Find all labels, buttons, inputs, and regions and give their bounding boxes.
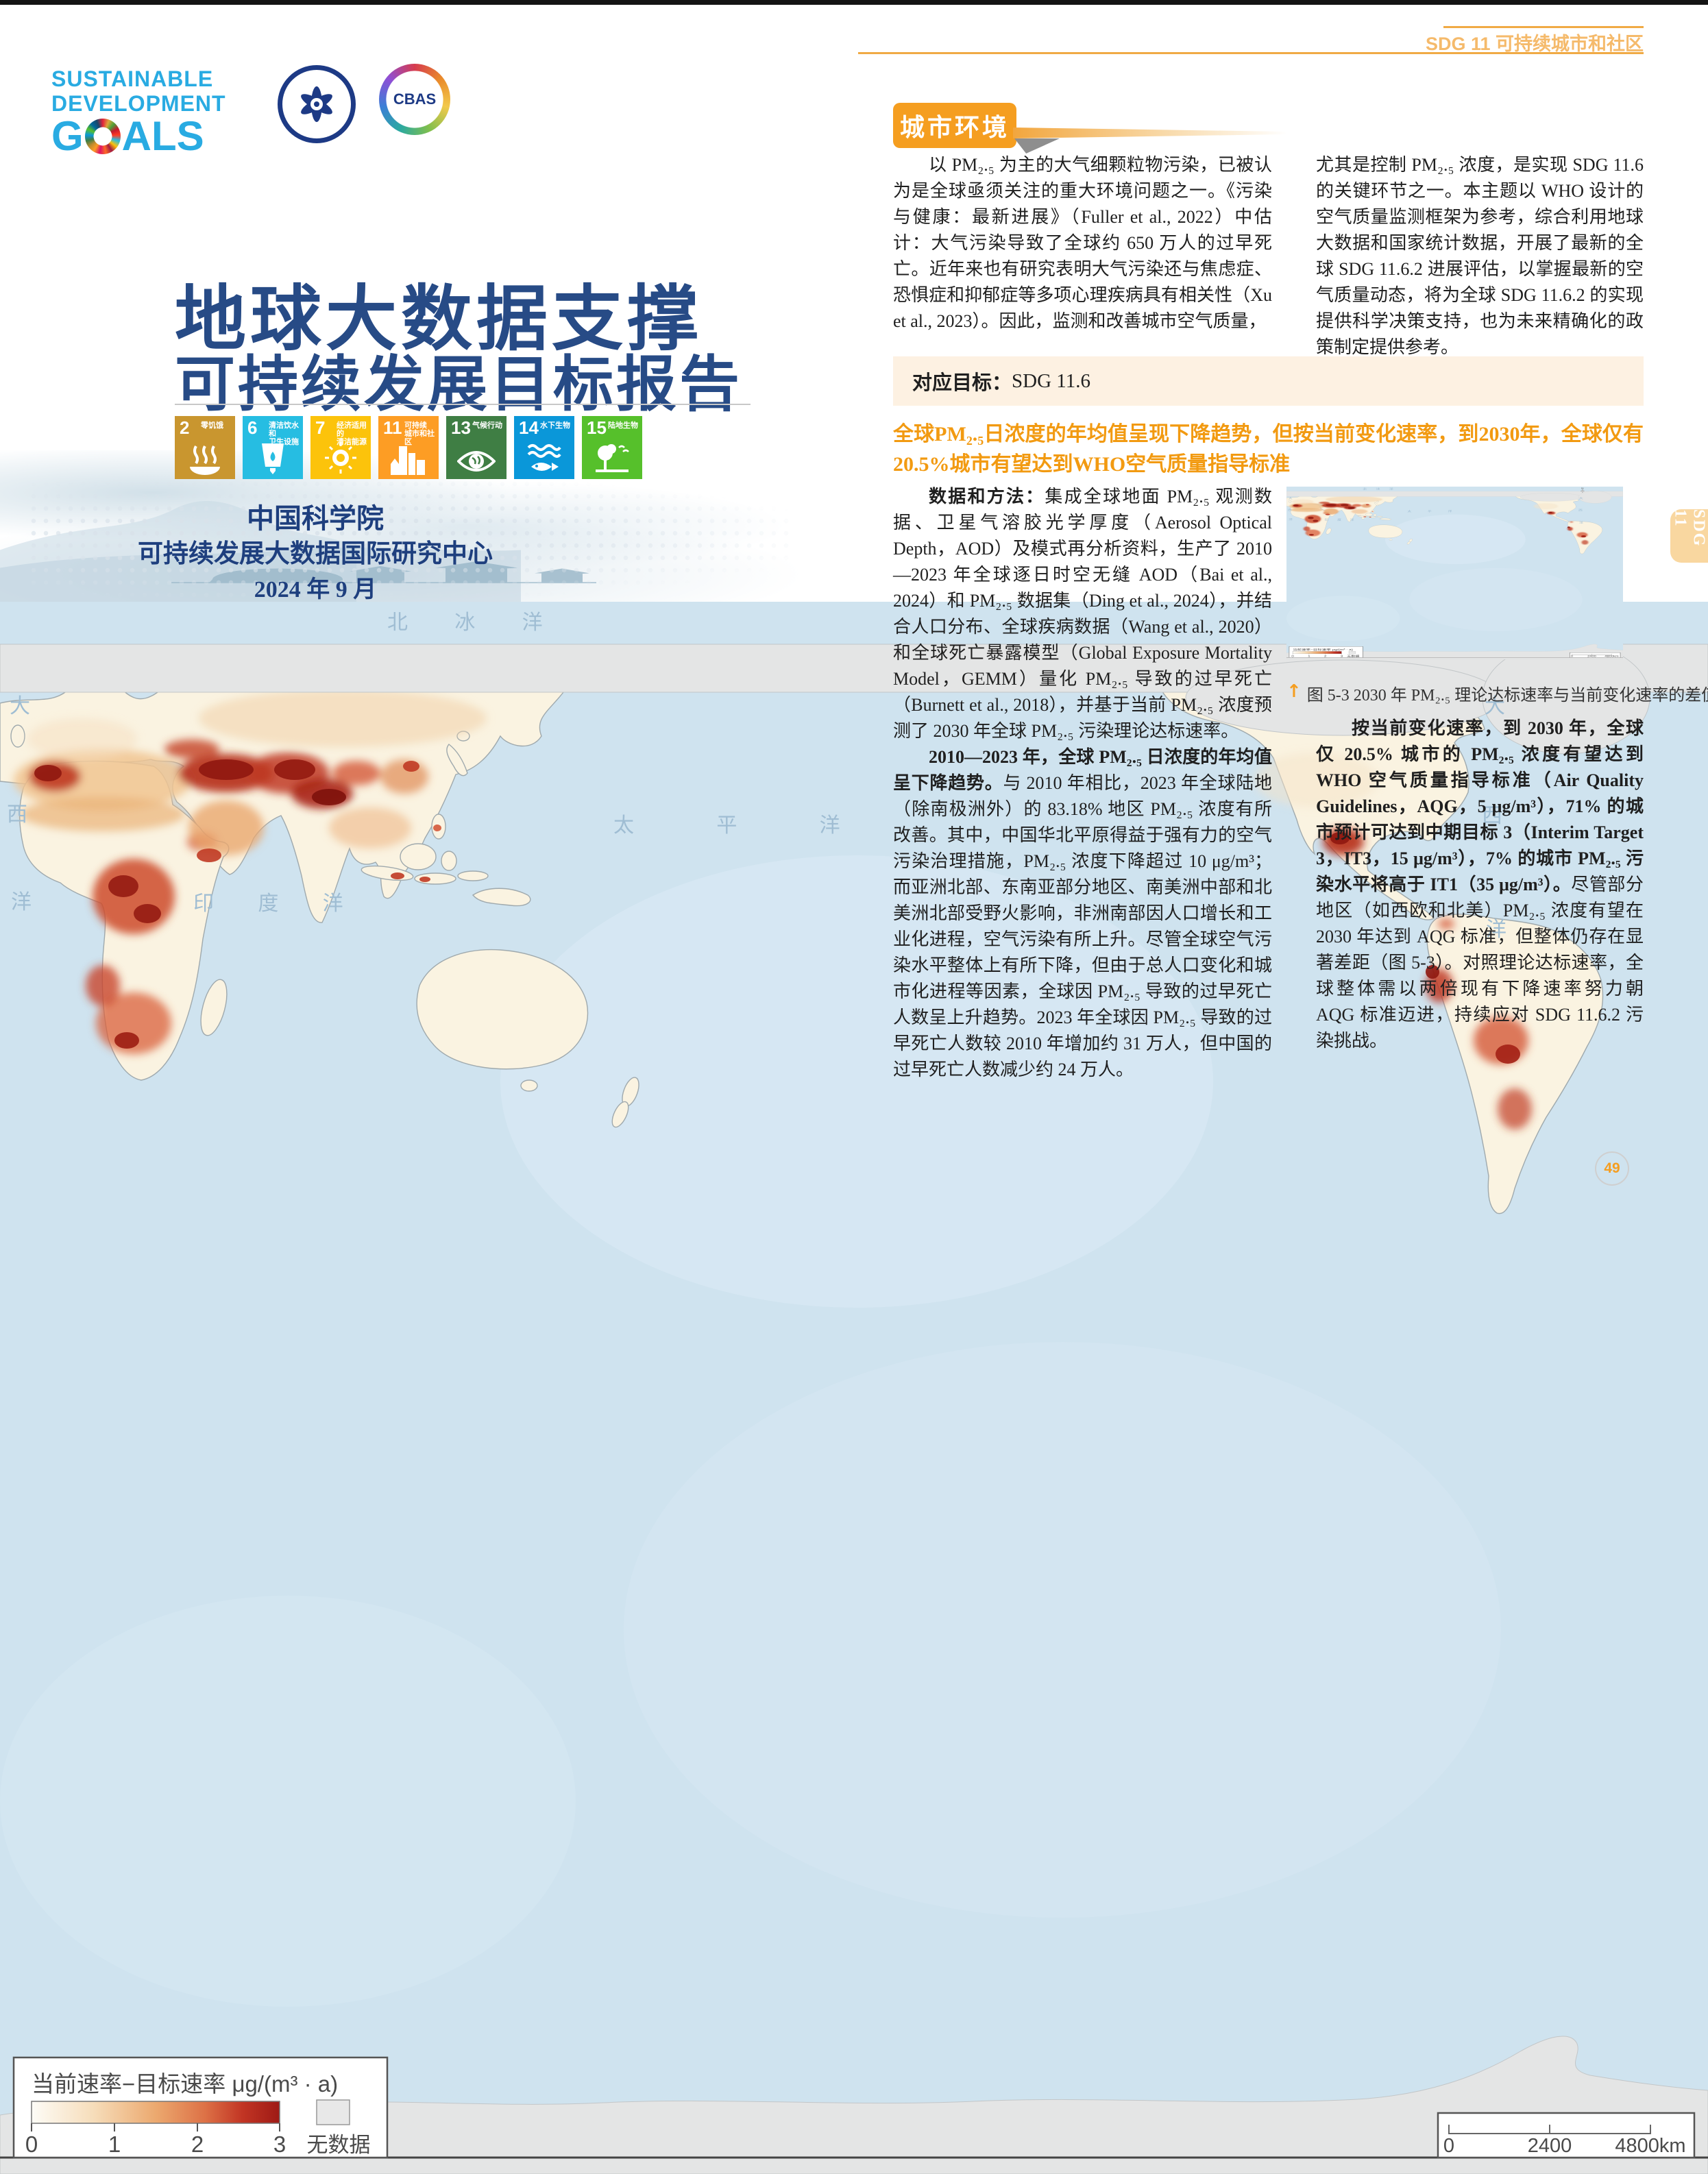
trend-lead: 2010—2023 年，全球 PM₂.₅ 日浓度的年均值呈下降趋势。 <box>893 747 1272 793</box>
figure-5-3-thumbnail-map <box>1286 487 1623 659</box>
figure-caption-arrow-icon: ↑ <box>1286 681 1302 702</box>
left-column: 数据和方法：集成全球地面 PM₂.₅ 观测数据、卫星气溶胶光学厚度（Aeroso… <box>893 484 1272 1083</box>
scale-label-0: 0 <box>1443 2135 1454 2157</box>
australia <box>416 949 589 1070</box>
goal-label: 对应目标： <box>912 372 1012 394</box>
sdg-tile-14: 14 水下生物 <box>514 416 574 479</box>
cover-title-line2: 可持续发展目标报告 <box>175 350 743 418</box>
key-finding-headline: 全球PM₂.₅日浓度的年均值呈现下降趋势，但按当前变化速率，到2030年，全球仅… <box>893 423 1644 476</box>
map-scale-bar: 0 2400 4800km <box>1437 2112 1696 2159</box>
madagascar <box>200 979 228 1036</box>
sdg-color-wheel-icon <box>84 119 121 154</box>
legend-no-data-label: 无数据 <box>307 2133 371 2157</box>
japan <box>446 744 468 777</box>
ocean-labels: 北 冰 洋 大 西 洋 大 西 洋 印 度 洋 太 平 洋 <box>7 611 1506 941</box>
water-glass-icon <box>262 443 284 474</box>
climate-eye-icon <box>457 451 496 472</box>
figure-5-3-large-map: 北 冰 洋 大 西 洋 大 西 洋 印 度 洋 太 平 洋 N <box>0 602 1708 2174</box>
legend-tick-1: 1 <box>108 2132 121 2157</box>
cover-title-line1: 地球大数据支撑 <box>175 280 703 359</box>
scale-label-mid: 2400 <box>1528 2135 1572 2157</box>
goal-value: SDG 11.6 <box>1012 369 1090 392</box>
map-legend: 当前速率−目标速率 μg/(m³ · a) 0 1 2 3 无数据 <box>12 2056 389 2159</box>
legend-tick-2: 2 <box>191 2132 204 2157</box>
cover-divider <box>175 404 751 405</box>
side-tab-sdg11: SDG 11 <box>1670 509 1708 563</box>
publisher-line3: 2024 年 9 月 <box>254 577 377 602</box>
sdg-tile-15: 15 陆地生物 <box>582 416 642 479</box>
sdg-wordmark: SUSTAINABLE DEVELOPMENT G ALS <box>51 66 226 157</box>
dot-map-pattern <box>27 478 795 598</box>
right-column: 按当前变化速率，到 2030 年，全球仅 20.5% 城市的 PM₂.₅ 浓度有… <box>1316 716 1644 1054</box>
section-badge: 城市环境 <box>893 103 1016 148</box>
new-guinea <box>472 888 531 907</box>
no-data-regions <box>0 641 1708 2174</box>
outlook-lead: 按当前变化速率，到 2030 年，全球仅 20.5% 城市的 PM₂.₅ 浓度有… <box>1316 718 1644 894</box>
cbas-logo-label: CBAS <box>393 90 437 108</box>
legend-title: 当前速率−目标速率 μg/(m³ · a) <box>32 2071 338 2097</box>
header-rule-bottom <box>858 52 1644 54</box>
methods-paragraph: 数据和方法：集成全球地面 PM₂.₅ 观测数据、卫星气溶胶光学厚度（Aeroso… <box>893 487 1272 741</box>
figure-caption: 图 5-3 2030 年 PM₂.₅ 理论达标速率与当前变化速率的差值 <box>1306 687 1708 705</box>
sdg-icon-row: 2 零饥饿 6 清洁饮水和 卫生设施 7 经济适用的 清洁能源 11 可持续 城… <box>175 416 642 479</box>
legend-tick-3: 3 <box>273 2132 286 2157</box>
header-rule-top <box>1443 26 1644 28</box>
sdg-wordmark-line2: DEVELOPMENT <box>51 91 226 116</box>
methods-lead: 数据和方法： <box>929 487 1045 506</box>
label-atlantic-left-3: 洋 <box>11 891 32 914</box>
outlook-paragraph: 按当前变化速率，到 2030 年，全球仅 20.5% 城市的 PM₂.₅ 浓度有… <box>1316 718 1644 1051</box>
world-map-pm25: 北 冰 洋 大 西 洋 大 西 洋 印 度 洋 太 平 洋 N <box>0 602 1708 2174</box>
goal-box: 对应目标： SDG 11.6 <box>893 356 1644 406</box>
label-pacific-ocean: 太 平 洋 <box>613 814 879 837</box>
cas-logo-icon <box>278 65 356 143</box>
figure-5-3-thumbnail <box>1286 487 1623 659</box>
running-header: SDG 11 可持续城市和社区 <box>1425 34 1644 54</box>
page-number: 49 <box>1595 1151 1629 1186</box>
trend-paragraph: 2010—2023 年，全球 PM₂.₅ 日浓度的年均值呈下降趋势。与 2010… <box>893 747 1272 1079</box>
borneo <box>400 843 437 870</box>
sdg-tile-13: 13 气候行动 <box>446 416 507 479</box>
legend-no-data-swatch <box>316 2099 350 2125</box>
south-america <box>1426 914 1604 1214</box>
sdg-wordmark-goals: G ALS <box>51 113 204 159</box>
new-zealand <box>611 1101 629 1128</box>
label-atlantic-right-1: 大 <box>1485 695 1505 718</box>
tree-land-icon <box>596 444 629 472</box>
pm25-hotspots-core <box>34 759 1520 1064</box>
publisher-line2: 可持续发展大数据国际研究中心 <box>138 540 493 568</box>
scale-label-max: 4800km <box>1615 2135 1685 2157</box>
figure-caption-row: ↑ 图 5-3 2030 年 PM₂.₅ 理论达标速率与当前变化速率的差值 <box>1286 681 1708 705</box>
cas-flower-icon <box>301 86 332 122</box>
cover-page: SUSTAINABLE DEVELOPMENT G ALS CBAS 地球大数据支… <box>0 5 850 602</box>
label-indian-ocean: 印 度 洋 <box>193 892 363 915</box>
sdg-wordmark-line1: SUSTAINABLE <box>51 66 214 91</box>
sun-energy-icon <box>325 442 356 474</box>
intro-paragraph-left: 以 PM₂.₅ 为主的大气细颗粒物污染，已被认为是全球亟须关注的重大环境问题之一… <box>893 155 1272 331</box>
city-buildings-icon <box>391 446 425 475</box>
cbas-logo-icon: CBAS <box>379 64 450 135</box>
fish-waves-icon <box>527 444 561 471</box>
intro-paragraph-right: 尤其是控制 PM₂.₅ 浓度，是实现 SDG 11.6 的关键环节之一。本主题以… <box>1316 155 1644 357</box>
publisher-line1: 中国科学院 <box>247 503 384 534</box>
uk <box>10 724 25 748</box>
label-arctic-ocean: 北 冰 洋 <box>387 611 563 634</box>
label-atlantic-right-2: 西 <box>1482 805 1502 827</box>
sdg-tile-11: 11 可持续 城市和社区 <box>378 416 439 479</box>
sdg-tile-2: 2 零饥饿 <box>175 416 235 479</box>
sdg-tile-7: 7 经济适用的 清洁能源 <box>310 416 371 479</box>
zero-hunger-bowl-icon <box>190 445 220 475</box>
label-atlantic-left-1: 大 <box>10 695 30 718</box>
label-atlantic-left-2: 西 <box>7 803 27 826</box>
legend-tick-0: 0 <box>25 2132 38 2157</box>
publisher-block: 中国科学院 可持续发展大数据国际研究中心 2024 年 9 月 <box>103 501 528 608</box>
scan-edge <box>0 0 1708 5</box>
sdg-tile-6: 6 清洁饮水和 卫生设施 <box>243 416 303 479</box>
legend-gradient-bar <box>31 2101 280 2124</box>
label-atlantic-right-3: 洋 <box>1486 918 1506 941</box>
